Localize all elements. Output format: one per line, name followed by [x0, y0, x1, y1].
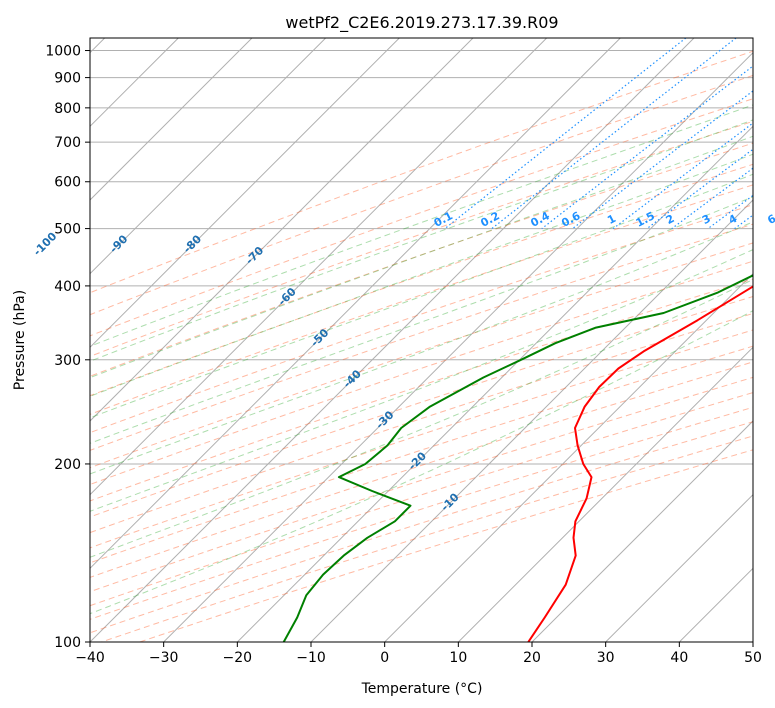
y-tick-label: 800 — [54, 101, 81, 117]
mixing-ratio-line — [572, 90, 753, 230]
dry-adiabat — [90, 260, 753, 486]
y-axis-label: Pressure (hPa) — [12, 290, 28, 390]
mixing-ratio-label: 1.5 — [634, 209, 657, 230]
y-tick-label: 900 — [54, 71, 81, 87]
x-tick-label: 20 — [523, 650, 541, 666]
moist-adiabat — [90, 104, 753, 347]
y-tick-label: 700 — [54, 135, 81, 151]
y-tick-label: 200 — [54, 457, 81, 473]
dry-adiabat — [90, 392, 753, 607]
x-tick-label: −30 — [149, 650, 179, 666]
skewed-isotherms — [90, 38, 753, 642]
mixing-ratio-label: 2 — [664, 212, 677, 227]
x-tick-label: 10 — [449, 650, 467, 666]
dry-adiabat — [90, 74, 753, 316]
x-tick-label: −40 — [75, 650, 105, 666]
x-tick-label: −20 — [223, 650, 253, 666]
temperature-profile — [527, 285, 753, 642]
isotherm-line — [90, 38, 695, 642]
dry-adiabats — [90, 50, 753, 642]
moist-adiabats — [90, 104, 753, 615]
x-tick-label: 30 — [597, 650, 615, 666]
moist-adiabat — [90, 153, 753, 397]
dry-adiabat — [90, 361, 753, 578]
mixing-ratio-label: 1 — [605, 212, 618, 227]
isotherm-line — [384, 272, 753, 642]
dry-adiabat — [90, 184, 753, 415]
y-tick-label: 300 — [54, 353, 81, 369]
dry-adiabat — [90, 329, 753, 549]
moist-adiabat — [90, 173, 753, 419]
dry-adiabat — [90, 312, 753, 534]
mixing-ratio-label: 0.1 — [432, 209, 455, 230]
isotherm-line — [310, 199, 753, 642]
mixing-ratio-line — [444, 38, 687, 230]
isobar-grid — [90, 50, 753, 642]
moist-adiabat — [90, 119, 753, 362]
moist-adiabat — [90, 221, 753, 475]
y-axis-ticks: 100 200 300 400 500 600 700 800 900 1000 — [45, 44, 90, 651]
isotherm-line — [678, 567, 753, 642]
x-tick-label: 0 — [380, 650, 389, 666]
dry-adiabat — [90, 142, 753, 377]
moist-adiabat — [90, 249, 753, 512]
isotherm-line — [752, 641, 753, 642]
x-tick-label: −10 — [296, 650, 326, 666]
mixing-ratio-label: 6 — [765, 212, 775, 227]
dry-adiabat — [90, 295, 753, 518]
y-tick-label: 600 — [54, 175, 81, 191]
dry-adiabat — [90, 120, 753, 357]
moist-adiabat — [90, 196, 753, 444]
mixing-ratio-line — [671, 167, 753, 230]
isotherm-line — [90, 38, 474, 422]
x-axis-ticks: −40 −30 −20 −10 0 10 20 30 40 50 — [75, 642, 762, 666]
dry-adiabat — [90, 50, 753, 294]
dry-adiabat — [90, 223, 753, 451]
dewpoint-profile — [282, 274, 753, 642]
dry-adiabat — [90, 98, 753, 337]
moist-adiabat — [90, 278, 753, 558]
x-tick-label: 40 — [670, 650, 688, 666]
isotherm-label: -90 — [107, 232, 130, 255]
isotherm-line — [90, 38, 400, 349]
y-tick-label: 100 — [54, 635, 81, 651]
dry-adiabat — [90, 345, 753, 564]
moist-adiabat — [90, 310, 753, 615]
isotherm-line — [605, 493, 753, 642]
isotherm-line — [531, 420, 753, 642]
y-tick-label: 500 — [54, 222, 81, 238]
dry-adiabat — [90, 242, 753, 469]
isotherm-line — [90, 38, 253, 201]
dry-adiabat — [90, 376, 753, 593]
isotherm-line — [90, 38, 621, 570]
dry-adiabat — [90, 204, 753, 434]
mixing-ratio-label: 0.4 — [528, 209, 552, 230]
plot-frame — [89, 37, 754, 643]
mixing-ratio-lines — [444, 38, 753, 230]
x-axis-label: Temperature (°C) — [361, 681, 483, 697]
chart-title: wetPf2_C2E6.2019.273.17.39.R09 — [285, 13, 558, 33]
isotherm-line — [90, 38, 327, 275]
dry-adiabat — [90, 278, 753, 502]
mixing-ratio-label: 3 — [700, 212, 713, 227]
isotherm-line — [457, 346, 753, 642]
dry-adiabat — [101, 435, 753, 642]
mixing-ratio-line — [734, 214, 753, 230]
line-annotations: 0.10.20.40.611.52346810131620253036-100-… — [31, 209, 775, 514]
moist-adiabat — [90, 135, 753, 379]
y-tick-label: 1000 — [45, 44, 81, 60]
isotherm-line — [163, 51, 753, 642]
mixing-ratio-line — [541, 65, 753, 230]
sounding-profiles — [282, 274, 753, 642]
isotherm-line — [236, 125, 753, 642]
x-tick-label: 50 — [744, 650, 762, 666]
dry-adiabat — [90, 163, 753, 397]
isotherm-label: -60 — [276, 285, 299, 308]
y-tick-label: 400 — [54, 279, 81, 295]
isotherm-line — [90, 38, 548, 496]
mixing-ratio-line — [612, 122, 753, 230]
